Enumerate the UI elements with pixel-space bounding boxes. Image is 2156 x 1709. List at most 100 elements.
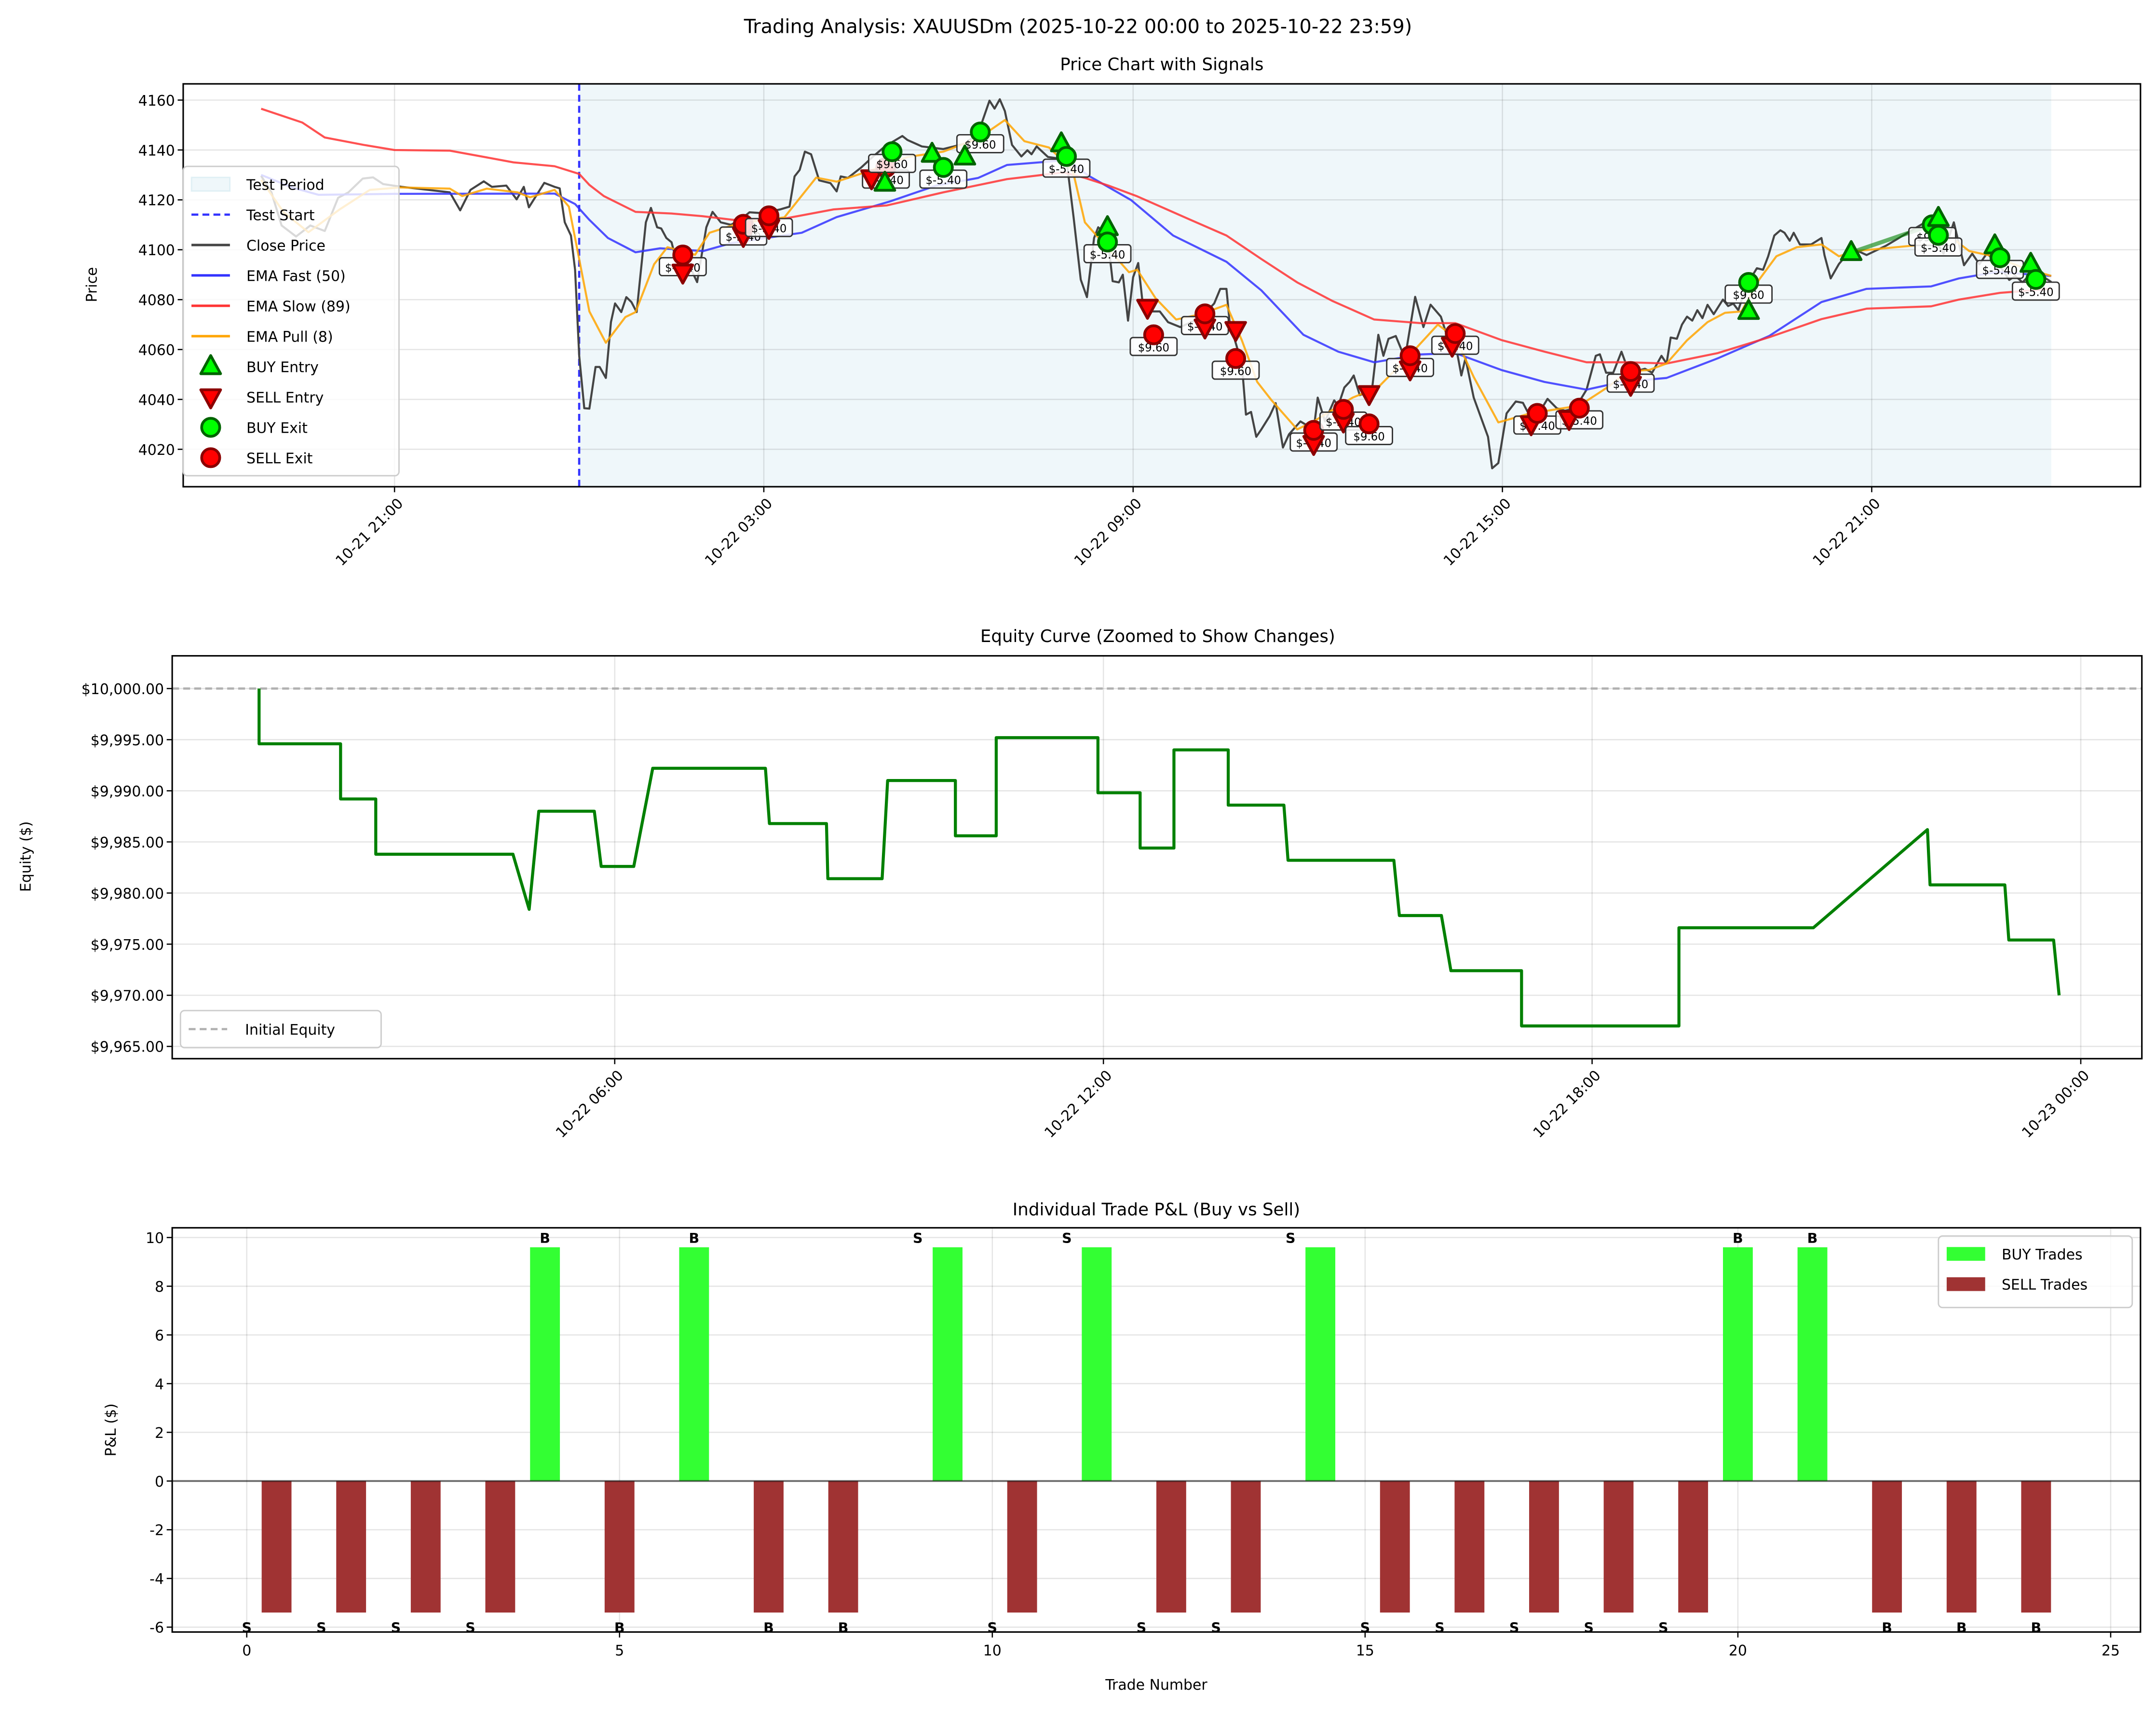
pnl-x-tick-label: 0	[242, 1642, 251, 1659]
sell-trade-bar	[1156, 1481, 1186, 1613]
pnl-x-tick-label: 10	[983, 1642, 1002, 1659]
sell-trade-bar	[1678, 1481, 1709, 1613]
close-price-line	[260, 98, 2052, 469]
equity-y-tick-label: $9,980.00	[91, 886, 164, 902]
price-y-tick-label: 4140	[138, 142, 175, 159]
pnl-y-tick-label: 8	[155, 1279, 164, 1296]
trade-type-label: B	[1807, 1230, 1818, 1246]
legend-test-period-swatch	[190, 177, 231, 192]
price-y-tick-label: 4160	[138, 93, 175, 109]
legend-label: SELL Entry	[246, 389, 324, 406]
trade-type-label: S	[1360, 1620, 1370, 1636]
pnl-x-tick-label: 5	[615, 1642, 624, 1659]
buy-trade-bar	[933, 1247, 963, 1481]
buy-trade-bar	[1082, 1247, 1112, 1481]
sell-trade-bar	[754, 1481, 784, 1613]
legend-label: Test Start	[246, 207, 315, 224]
pnl-y-tick-label: -2	[149, 1522, 164, 1539]
sell-trade-bar	[828, 1481, 858, 1613]
buy-exit-marker	[1928, 225, 1949, 246]
trade-type-label: S	[1658, 1620, 1668, 1636]
equity-y-tick-label: $9,970.00	[91, 988, 164, 1005]
trade-type-label: S	[1509, 1620, 1519, 1636]
trade-type-label: B	[1882, 1620, 1892, 1636]
buy-exit-marker	[1097, 232, 1118, 253]
trade-type-label: B	[689, 1230, 700, 1246]
price-y-tick-label: 4020	[138, 442, 175, 459]
sell-trade-bar	[261, 1481, 292, 1613]
sell-exit-marker	[1399, 345, 1421, 367]
buy-entry-marker	[1737, 299, 1760, 320]
sell-entry-marker	[1136, 299, 1159, 320]
trade-type-label: B	[540, 1230, 550, 1246]
buy-exit-marker	[1056, 146, 1077, 167]
buy-trade-bar	[1797, 1247, 1828, 1481]
equity-y-tick-label: $9,995.00	[91, 732, 164, 749]
buy-exit-marker	[881, 141, 903, 163]
equity-legend-box	[179, 1010, 382, 1049]
sell-trade-bar	[336, 1481, 366, 1613]
legend-marker-swatch	[200, 447, 221, 468]
trade-pnl-label: $-5.40	[1914, 237, 1963, 257]
equity-y-tick-label: $9,990.00	[91, 783, 164, 800]
sell-trade-bar	[2021, 1481, 2051, 1613]
trade-type-label: S	[1584, 1620, 1594, 1636]
trade-pnl-label: $-5.40	[1976, 260, 2024, 279]
legend-marker-swatch	[199, 354, 222, 375]
trade-type-label: B	[763, 1620, 774, 1636]
price-y-label: Price	[83, 267, 100, 302]
trade-type-label: B	[838, 1620, 849, 1636]
price-y-tick-label: 4080	[138, 292, 175, 309]
sell-trade-bar	[1007, 1481, 1037, 1613]
pnl-y-tick-label: 4	[155, 1376, 164, 1393]
legend-label: EMA Slow (89)	[246, 298, 351, 315]
equity-legend: Initial Equity	[179, 1010, 382, 1049]
trade-pnl-label: $-5.40	[1042, 158, 1091, 178]
sell-trade-bar	[604, 1481, 635, 1613]
buy-trade-bar	[530, 1247, 560, 1481]
pnl-axes-frame	[171, 1227, 2142, 1633]
trade-pnl-label: $-5.40	[2011, 281, 2060, 301]
sell-trade-bar	[1872, 1481, 1902, 1613]
pnl-y-tick-label: 0	[155, 1474, 164, 1490]
legend-label: BUY Entry	[246, 359, 319, 376]
equity-chart-title: Equity Curve (Zoomed to Show Changes)	[980, 627, 1335, 646]
legend-label: EMA Fast (50)	[246, 268, 346, 285]
pnl-chart: -6 -4 -2 0 2 4 6 8 10 0 5 10 15 20 25 S S S S B B B B B S S S S S S S S…	[146, 1227, 2142, 1659]
trade-type-label: S	[913, 1230, 923, 1246]
sell-trade-bar	[1380, 1481, 1410, 1613]
equity-curve-line	[258, 688, 2061, 1028]
sell-exit-marker	[1569, 397, 1590, 419]
equity-y-tick-label: $9,985.00	[91, 834, 164, 851]
sell-exit-marker	[759, 205, 780, 226]
legend-label: Close Price	[246, 237, 325, 254]
price-y-tick-label: 4060	[138, 342, 175, 359]
pnl-y-tick-label: 2	[155, 1425, 164, 1442]
figure-suptitle: Trading Analysis: XAUUSDm (2025-10-22 00…	[744, 15, 1412, 38]
trade-type-label: S	[1286, 1230, 1296, 1246]
buy-entry-marker	[953, 144, 976, 166]
pnl-y-tick-label: -4	[149, 1571, 164, 1588]
trade-type-label: S	[465, 1620, 475, 1636]
equity-y-label: Equity ($)	[18, 821, 35, 892]
ema-slow-line	[260, 108, 2052, 365]
price-y-tick-label: 4100	[138, 242, 175, 259]
legend-label: BUY Trades	[2002, 1246, 2083, 1263]
pnl-y-tick-label: -6	[149, 1620, 164, 1637]
buy-entry-marker	[1840, 240, 1863, 261]
equity-axes-frame	[171, 655, 2143, 1060]
sell-exit-marker	[1358, 413, 1380, 435]
legend-label: SELL Trades	[2002, 1277, 2088, 1294]
trade-type-label: S	[316, 1620, 326, 1636]
trade-type-label: B	[2031, 1620, 2042, 1636]
price-y-tick-label: 4040	[138, 392, 175, 409]
sell-exit-marker	[672, 245, 693, 266]
trade-type-label: S	[1435, 1620, 1445, 1636]
equity-y-tick-label: $10,000.00	[81, 681, 164, 698]
ema-fast-line	[260, 160, 2051, 391]
buy-exit-marker	[970, 122, 991, 143]
legend-label: Test Period	[246, 177, 325, 193]
sell-exit-marker	[1225, 348, 1247, 369]
sell-exit-marker	[1527, 403, 1548, 424]
pnl-legend-box	[1938, 1235, 2133, 1309]
